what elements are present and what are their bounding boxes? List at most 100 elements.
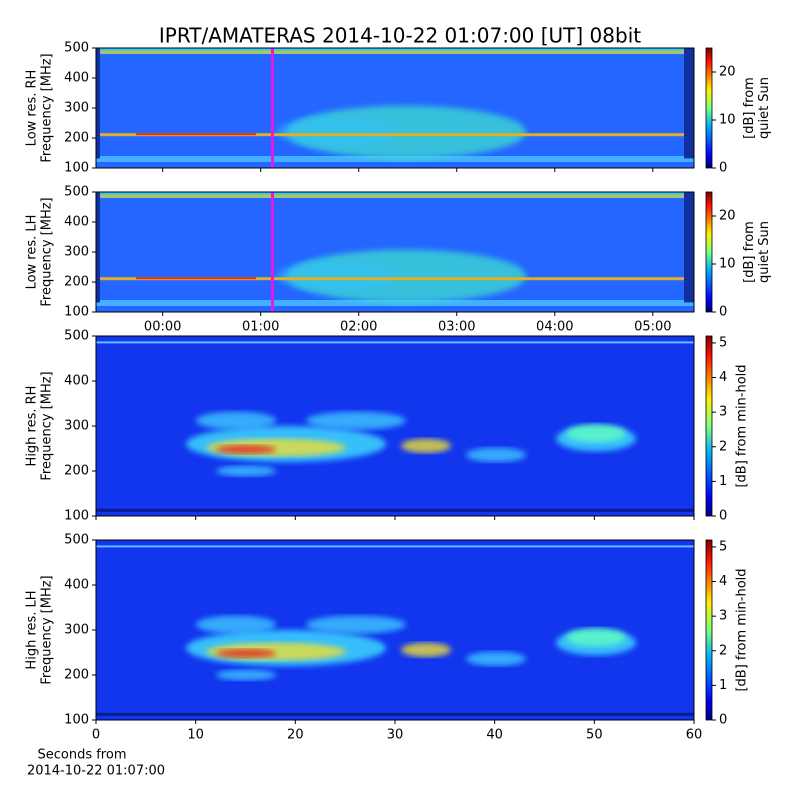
spectrum-edge [96, 192, 100, 303]
colorbar-label: [dB] from [742, 77, 757, 139]
x-tick-label: 40 [486, 728, 503, 743]
y-tick-label: 500 [64, 533, 89, 548]
y-tick-label: 500 [64, 185, 89, 200]
x-tick-label: 50 [586, 728, 603, 743]
colorbar-tick-label: 5 [719, 335, 727, 350]
x-tick-label: 30 [387, 728, 404, 743]
y-tick-label: 200 [64, 668, 89, 683]
y-axis-label: Frequency [MHz] [40, 371, 55, 480]
spectrogram [96, 540, 694, 720]
spectrum-band [96, 712, 694, 716]
y-axis-label: Frequency [MHz] [40, 575, 55, 684]
colorbar-tick-label: 20 [719, 209, 736, 224]
colorbar-tick-label: 1 [719, 678, 727, 693]
spectrum-burst [216, 648, 276, 658]
y-tick-label: 400 [64, 374, 89, 389]
y-tick-label: 100 [64, 305, 89, 320]
colorbar-tick-label: 4 [719, 574, 727, 589]
x-tick-label: 60 [686, 728, 703, 743]
figure-title: IPRT/AMATERAS 2014-10-22 01:07:00 [UT] 0… [159, 24, 641, 48]
y-tick-label: 200 [64, 131, 89, 146]
colorbar-label: quiet Sun [757, 77, 772, 139]
y-tick-label: 300 [64, 419, 89, 434]
spectrum-edge [684, 48, 694, 159]
spectrum-burst [306, 615, 406, 634]
x-tick-label: 0 [92, 728, 100, 743]
y-tick-label: 400 [64, 578, 89, 593]
y-axis-label: Frequency [MHz] [40, 197, 55, 306]
y-tick-label: 200 [64, 464, 89, 479]
spectrum-line [136, 277, 256, 280]
y-tick-label: 100 [64, 713, 89, 728]
colorbar-tick-label: 2 [719, 439, 727, 454]
spectrum-burst [306, 411, 406, 430]
spectrum-burst [196, 615, 276, 634]
colorbar-tick-label: 4 [719, 370, 727, 385]
colorbar-tick-label: 20 [719, 65, 736, 80]
colorbar-tick-label: 10 [719, 257, 736, 272]
spectrum-burst [566, 628, 626, 647]
colorbar-label: [dB] from min-hold [735, 568, 750, 691]
spectrum-burst [276, 261, 396, 291]
spectrum-burst [466, 447, 526, 462]
spectrum-band [96, 50, 694, 54]
y-tick-label: 300 [64, 101, 89, 116]
colorbar-tick-label: 10 [719, 113, 736, 128]
colorbar-tick-label: 5 [719, 539, 727, 554]
y-axis-label: Low res. LH [25, 215, 40, 290]
colorbar-label: [dB] from [742, 221, 757, 283]
y-tick-label: 400 [64, 71, 89, 86]
y-tick-label: 200 [64, 275, 89, 290]
spectrum-edge [96, 48, 100, 159]
y-tick-label: 100 [64, 161, 89, 176]
spectrogram [96, 192, 694, 312]
x-tick-label: 00:00 [144, 320, 181, 335]
spectrum-line [96, 277, 694, 281]
spectrum-band [96, 341, 694, 344]
spectrum-band [96, 192, 694, 195]
spectrogram [96, 336, 694, 516]
x-axis-label: 2014-10-22 01:07:00 [27, 764, 165, 779]
spectrum-burst [216, 669, 276, 681]
y-tick-label: 300 [64, 623, 89, 638]
y-axis-label: High res. RH [25, 386, 40, 467]
spectrum-burst [401, 642, 451, 657]
colorbar [705, 335, 713, 517]
colorbar-tick-label: 3 [719, 405, 727, 420]
colorbar [705, 539, 713, 721]
y-tick-label: 500 [64, 41, 89, 56]
y-tick-label: 100 [64, 509, 89, 524]
spectrum-band [96, 194, 694, 198]
y-tick-label: 500 [64, 329, 89, 344]
spectrum-burst [276, 117, 396, 147]
x-tick-label: 03:00 [438, 320, 475, 335]
colorbar-label: [dB] from min-hold [735, 364, 750, 487]
spectrum-burst [216, 444, 276, 454]
spectrum-band [96, 545, 694, 548]
spectrum-burst [566, 424, 626, 443]
y-tick-label: 400 [64, 215, 89, 230]
spectrum-burst [466, 651, 526, 666]
y-axis-label: Low res. RH [25, 70, 40, 147]
colorbar-label: quiet Sun [757, 221, 772, 283]
y-axis-label: Frequency [MHz] [40, 53, 55, 162]
spectrum-edge [684, 192, 694, 303]
colorbar-tick-label: 0 [719, 305, 727, 320]
x-axis-label: Seconds from [37, 748, 126, 763]
spectrum-band [96, 508, 694, 512]
x-tick-label: 04:00 [536, 320, 573, 335]
colorbar [705, 191, 713, 313]
y-tick-label: 300 [64, 245, 89, 260]
colorbar-tick-label: 2 [719, 643, 727, 658]
colorbar-tick-label: 0 [719, 713, 727, 728]
x-tick-label: 01:00 [242, 320, 279, 335]
spectrum-line [136, 133, 256, 136]
colorbar-tick-label: 1 [719, 474, 727, 489]
colorbar-tick-label: 0 [719, 509, 727, 524]
x-tick-label: 10 [187, 728, 204, 743]
colorbar-tick-label: 3 [719, 609, 727, 624]
spectrum-burst [216, 465, 276, 477]
x-tick-label: 02:00 [340, 320, 377, 335]
spectrum-burst [196, 411, 276, 430]
